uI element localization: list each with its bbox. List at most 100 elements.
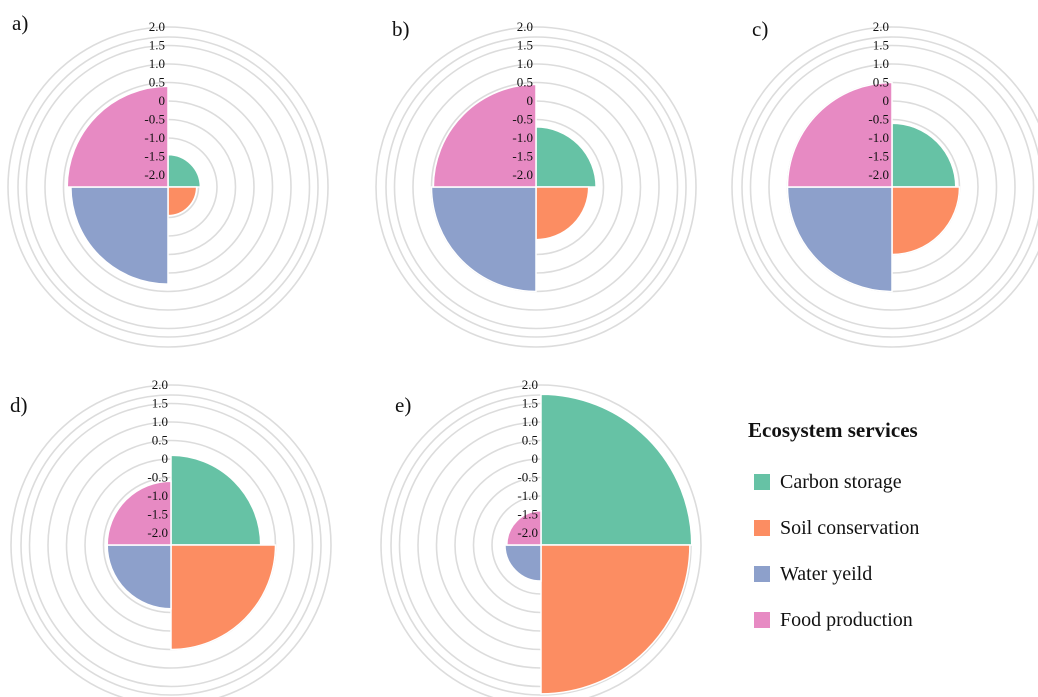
grid-ring bbox=[62, 81, 274, 293]
r-tick-label: 0.5 bbox=[149, 75, 165, 90]
r-tick-label: -2.0 bbox=[512, 167, 533, 182]
r-tick-label: -1.0 bbox=[512, 130, 533, 145]
wedge-water-yeild bbox=[430, 186, 537, 293]
legend-item-water-yield: Water yeild bbox=[748, 551, 1028, 597]
polar-panel-a: 2.0 1.5 1.0 0.5 0 -0.5 -1.0 -1.5 -2.0 a) bbox=[7, 11, 329, 348]
grid-ring bbox=[393, 44, 679, 330]
r-tick-label: -0.5 bbox=[868, 112, 889, 127]
polar-panel-b: 2.0 1.5 1.0 0.5 0 -0.5 -1.0 -1.5 -2.0 b) bbox=[375, 17, 697, 348]
grid-ring bbox=[47, 421, 295, 669]
wedge-water-yeild bbox=[786, 186, 893, 293]
grid-ring bbox=[749, 44, 1035, 330]
grid-ring-outer bbox=[17, 36, 319, 338]
panel-label: a) bbox=[12, 11, 28, 35]
legend-label: Carbon storage bbox=[780, 470, 902, 493]
polar-panel-d: 2.0 1.5 1.0 0.5 0 -0.5 -1.0 -1.5 -2.0 d) bbox=[10, 377, 332, 697]
wedge-carbon-storage bbox=[170, 454, 262, 546]
r-tick-label: 0 bbox=[532, 451, 539, 466]
r-tick-label: -1.0 bbox=[144, 130, 165, 145]
grid-ring bbox=[25, 44, 311, 330]
legend-item-soil-conservation: Soil conservation bbox=[748, 505, 1028, 551]
r-tick-label: -1.5 bbox=[144, 149, 165, 164]
wedge-soil-conservation bbox=[540, 544, 691, 695]
r-tick-label: 2.0 bbox=[149, 19, 165, 34]
r-tick-label: 2.0 bbox=[152, 377, 168, 392]
r-tick-label: -0.5 bbox=[147, 470, 168, 485]
r-tick-label: 1.5 bbox=[152, 396, 168, 411]
legend-swatch-water-yield bbox=[754, 566, 770, 582]
r-tick-label: 0 bbox=[527, 93, 534, 108]
r-tick-label: 0 bbox=[162, 451, 169, 466]
legend-swatch-soil-conservation bbox=[754, 520, 770, 536]
wedge-carbon-storage bbox=[167, 153, 202, 188]
r-tick-label: 1.0 bbox=[152, 414, 168, 429]
r-tick-label: 2.0 bbox=[873, 19, 889, 34]
grid-ring bbox=[731, 26, 1038, 348]
r-tick-label: 0.5 bbox=[522, 433, 538, 448]
wedge-water-yeild bbox=[70, 186, 169, 285]
r-tick-label: -0.5 bbox=[517, 470, 538, 485]
r-tick-label: 2.0 bbox=[522, 377, 538, 392]
r-tick-label: -2.0 bbox=[517, 525, 538, 540]
panel-label: d) bbox=[10, 393, 28, 417]
grid-ring bbox=[380, 384, 702, 697]
wedge-food-production bbox=[786, 81, 893, 188]
r-tick-label: -0.5 bbox=[144, 112, 165, 127]
r-tick-label: -1.5 bbox=[517, 507, 538, 522]
r-tick-label: -1.5 bbox=[512, 149, 533, 164]
r-tick-label: -1.0 bbox=[517, 488, 538, 503]
r-tick-label: 1.5 bbox=[522, 396, 538, 411]
legend-label: Food production bbox=[780, 608, 913, 631]
grid-ring bbox=[7, 26, 329, 348]
r-tick-label: 0 bbox=[159, 93, 166, 108]
legend-title: Ecosystem services bbox=[748, 418, 918, 442]
wedge-food-production bbox=[106, 480, 172, 546]
r-tick-label: 1.0 bbox=[149, 56, 165, 71]
grid-ring-outer bbox=[20, 394, 322, 696]
r-tick-label: 0.5 bbox=[152, 433, 168, 448]
r-tick-label: 0.5 bbox=[517, 75, 533, 90]
wedge-food-production bbox=[432, 83, 537, 188]
legend-label: Water yeild bbox=[780, 562, 873, 585]
r-tick-label: -2.0 bbox=[868, 167, 889, 182]
legend-swatch-carbon-storage bbox=[754, 474, 770, 490]
panel-label: c) bbox=[752, 17, 768, 41]
wedge-carbon-storage bbox=[535, 126, 597, 188]
grid-ring bbox=[768, 63, 1016, 311]
polar-panel-e: 2.0 1.5 1.0 0.5 0 -0.5 -1.0 -1.5 -2.0 e) bbox=[380, 377, 702, 697]
grid-ring bbox=[375, 26, 697, 348]
r-tick-label: -1.0 bbox=[868, 130, 889, 145]
r-tick-label: 0 bbox=[883, 93, 890, 108]
r-tick-label: -1.5 bbox=[868, 149, 889, 164]
wedge-soil-conservation bbox=[891, 186, 961, 256]
wedge-water-yeild bbox=[106, 544, 172, 610]
r-tick-label: 1.0 bbox=[873, 56, 889, 71]
r-tick-label: -2.0 bbox=[144, 167, 165, 182]
panel-label: b) bbox=[392, 17, 410, 41]
legend-item-food-production: Food production bbox=[748, 597, 1028, 643]
grid-ring bbox=[10, 384, 332, 697]
polar-panel-c: 2.0 1.5 1.0 0.5 0 -0.5 -1.0 -1.5 -2.0 c) bbox=[731, 17, 1038, 348]
grid-ring bbox=[28, 402, 314, 688]
grid-ring-outer bbox=[385, 36, 687, 338]
r-tick-label: -2.0 bbox=[147, 525, 168, 540]
wedge-soil-conservation bbox=[167, 186, 198, 217]
r-tick-label: -1.0 bbox=[147, 488, 168, 503]
panel-label: e) bbox=[395, 393, 411, 417]
r-tick-label: 1.0 bbox=[522, 414, 538, 429]
grid-ring-outer bbox=[741, 36, 1038, 338]
legend-label: Soil conservation bbox=[780, 516, 920, 539]
legend-item-carbon-storage: Carbon storage bbox=[748, 459, 1028, 505]
grid-ring bbox=[44, 63, 292, 311]
r-tick-label: 0.5 bbox=[873, 75, 889, 90]
r-tick-label: -0.5 bbox=[512, 112, 533, 127]
wedge-soil-conservation bbox=[535, 186, 590, 241]
legend-swatch-food-production bbox=[754, 612, 770, 628]
wedge-food-production bbox=[66, 85, 169, 188]
wedge-water-yeild bbox=[504, 544, 542, 582]
grid-ring bbox=[412, 63, 660, 311]
r-tick-label: 1.5 bbox=[149, 38, 165, 53]
wedge-carbon-storage bbox=[540, 393, 693, 546]
r-tick-label: 1.5 bbox=[873, 38, 889, 53]
